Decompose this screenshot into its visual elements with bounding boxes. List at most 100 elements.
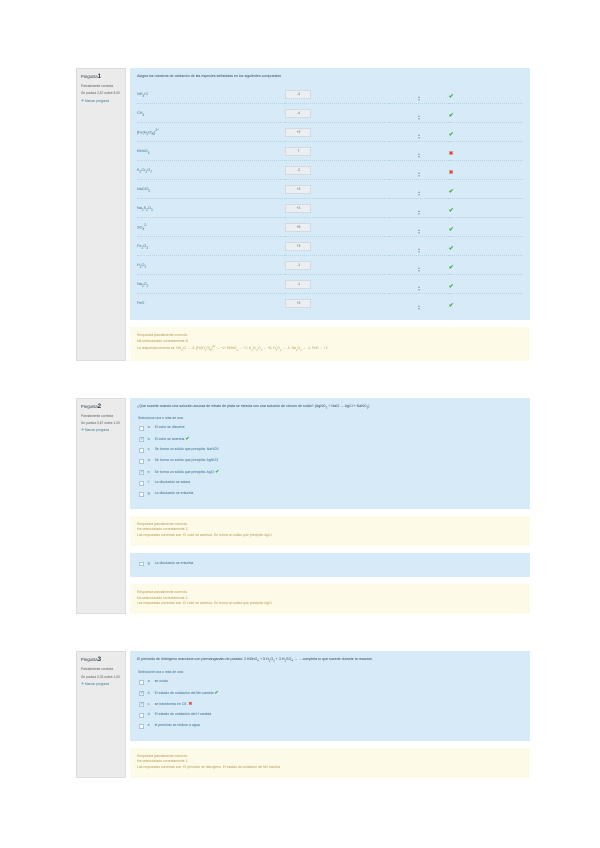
choice-item[interactable]: c. Se forma un sólido que precipita: NaNO…	[137, 446, 523, 457]
number-stepper[interactable]: ▴ ▾	[418, 171, 420, 179]
choice-text: se oxida	[154, 679, 168, 684]
choice-label: d. Se forma un sólido que precipita: AgNO…	[148, 457, 218, 462]
question-label-text-3: Pregunta	[81, 657, 98, 663]
stepper-down-icon[interactable]: ▾	[418, 212, 420, 217]
oxidation-number-input[interactable]: +2	[285, 204, 312, 213]
stepper-up-icon[interactable]: ▴	[418, 285, 420, 290]
choice-item[interactable]: d. El estado de oxidación del H cambia	[137, 711, 523, 722]
choice-item[interactable]: e. el peróxido se reduce a agua	[137, 722, 523, 733]
stepper-down-icon[interactable]: ▾	[418, 98, 420, 103]
choice-checkbox[interactable]	[139, 713, 144, 718]
choice-text: La disolución se enturbia	[154, 491, 194, 496]
choice-label: b. El estado de oxidación del Mn cambia✔	[148, 689, 219, 696]
choice-checkbox[interactable]	[139, 702, 144, 707]
choice-item[interactable]: a. se oxida	[137, 678, 523, 689]
oxidation-number-input[interactable]: -1	[285, 261, 312, 270]
choice-item[interactable]: g. La disolución se enturbia	[137, 559, 523, 570]
choice-checkbox[interactable]	[139, 448, 144, 453]
oxidation-number-input[interactable]: -1	[285, 280, 312, 289]
stepper-up-icon[interactable]: ▴	[418, 228, 420, 233]
stepper-up-icon[interactable]: ▴	[418, 95, 420, 100]
stepper-down-icon[interactable]: ▾	[418, 136, 420, 141]
stepper-down-icon[interactable]: ▾	[418, 174, 420, 179]
stepper-up-icon[interactable]: ▴	[418, 304, 420, 309]
number-stepper[interactable]: ▴ ▾	[418, 95, 420, 103]
choice-item[interactable]: e.Se forma un sólido que precipita: AgCl…	[137, 468, 523, 479]
choice-checkbox[interactable]	[139, 492, 144, 497]
number-stepper[interactable]: ▴ ▾	[418, 190, 420, 198]
flag-question-button-2[interactable]: ⚑ Marcar pregunta	[81, 428, 122, 433]
stepper-up-icon[interactable]: ▴	[418, 266, 420, 271]
question-number-label-3: Pregunta3	[81, 656, 122, 665]
flag-question-button-1[interactable]: ⚑ Marcar pregunta	[81, 99, 122, 104]
oxidation-number-input[interactable]: +2	[285, 128, 312, 137]
number-stepper[interactable]: ▴ ▾	[418, 209, 420, 217]
choice-text: El estado de oxidación del Mn cambia	[154, 691, 214, 696]
flag-question-button-3[interactable]: ⚑ Marcar pregunta	[81, 682, 122, 687]
stepper-up-icon[interactable]: ▴	[418, 190, 420, 195]
oxidation-number-input[interactable]: +3	[285, 242, 312, 251]
flag-question-label-1: Marcar pregunta	[84, 98, 110, 103]
choice-checkbox[interactable]	[139, 470, 144, 475]
choice-item[interactable]: f. La disolución se aclara	[137, 479, 523, 490]
stepper-up-icon[interactable]: ▴	[418, 209, 420, 214]
oxidation-row: Na2O2 -1 ▴ ▾ ✔	[137, 275, 523, 294]
stepper-down-icon[interactable]: ▾	[418, 193, 420, 198]
oxidation-number-input[interactable]: -3	[285, 90, 312, 99]
stepper-up-icon[interactable]: ▴	[418, 133, 420, 138]
oxidation-number-input[interactable]: -2	[285, 166, 312, 175]
choice-checkbox[interactable]	[139, 724, 144, 729]
choice-item[interactable]: a. El color se disuelve	[137, 424, 523, 435]
oxidation-number-input[interactable]: -4	[285, 109, 312, 118]
number-stepper[interactable]: ▴ ▾	[418, 247, 420, 255]
stepper-down-icon[interactable]: ▾	[418, 269, 420, 274]
stepper-up-icon[interactable]: ▴	[418, 152, 420, 157]
number-stepper[interactable]: ▴ ▾	[418, 285, 420, 293]
choice-checkbox[interactable]	[139, 481, 144, 486]
number-stepper[interactable]: ▴ ▾	[418, 152, 420, 160]
choice-item[interactable]: b.El estado de oxidación del Mn cambia✔	[137, 689, 523, 700]
oxidation-number-input[interactable]: 7	[285, 147, 312, 156]
number-stepper[interactable]: ▴ ▾	[418, 133, 420, 141]
stepper-up-icon[interactable]: ▴	[418, 171, 420, 176]
row-separator	[137, 141, 523, 143]
choice-checkbox[interactable]	[139, 561, 144, 567]
stepper-up-icon[interactable]: ▴	[418, 114, 420, 119]
choice-letter: a.	[147, 425, 151, 430]
oxidation-number-input[interactable]: +6	[285, 223, 312, 232]
choice-checkbox[interactable]	[139, 437, 144, 442]
number-stepper[interactable]: ▴ ▾	[418, 266, 420, 274]
stepper-down-icon[interactable]: ▾	[418, 250, 420, 255]
choice-checkbox[interactable]	[139, 426, 144, 431]
number-stepper[interactable]: ▴ ▾	[418, 114, 420, 122]
stepper-up-icon[interactable]: ▴	[418, 247, 420, 252]
choice-item[interactable]: d. Se forma un sólido que precipita: AgNO…	[137, 457, 523, 468]
choice-item[interactable]: c.se transforma en O2✖	[137, 700, 523, 711]
question-grade-3: Se puntúa 0,33 sobre 1,00	[81, 674, 120, 679]
stepper-down-icon[interactable]: ▾	[418, 231, 420, 236]
row-separator	[137, 198, 523, 200]
number-stepper[interactable]: ▴ ▾	[418, 304, 420, 312]
question-block-1: Pregunta1 Parcialmente correcta Se puntú…	[76, 68, 530, 361]
choice-label: c. se transforma en O2 ✖	[148, 700, 193, 708]
incorrect-icon: ✖	[448, 170, 454, 177]
oxidation-number-input[interactable]: +3	[285, 185, 312, 194]
correct-icon: ✔	[185, 436, 190, 443]
stepper-down-icon[interactable]: ▾	[418, 117, 420, 122]
flag-question-label-3: Marcar pregunta	[84, 681, 110, 686]
question-stem-2: ¿Qué sucede cuando una solución acuosa d…	[137, 403, 370, 410]
flag-icon: ⚑	[81, 681, 84, 686]
choice-item[interactable]: b.El color se acentúa✔	[137, 435, 523, 446]
choice-item[interactable]: g. La disolución se enturbia	[137, 490, 523, 501]
species-formula: CH4	[137, 110, 145, 117]
stepper-down-icon[interactable]: ▾	[418, 307, 420, 312]
stepper-down-icon[interactable]: ▾	[418, 155, 420, 160]
stepper-down-icon[interactable]: ▾	[418, 288, 420, 293]
choice-checkbox[interactable]	[139, 691, 144, 696]
oxidation-number-input[interactable]: +2	[285, 299, 312, 308]
number-stepper[interactable]: ▴ ▾	[418, 228, 420, 236]
question-grade-2: Se puntúa 0,67 sobre 1,00	[81, 420, 120, 425]
feedback-line: Ha seleccionado correctamente 2.	[137, 527, 189, 532]
choice-checkbox[interactable]	[139, 459, 144, 464]
choice-checkbox[interactable]	[139, 680, 144, 685]
